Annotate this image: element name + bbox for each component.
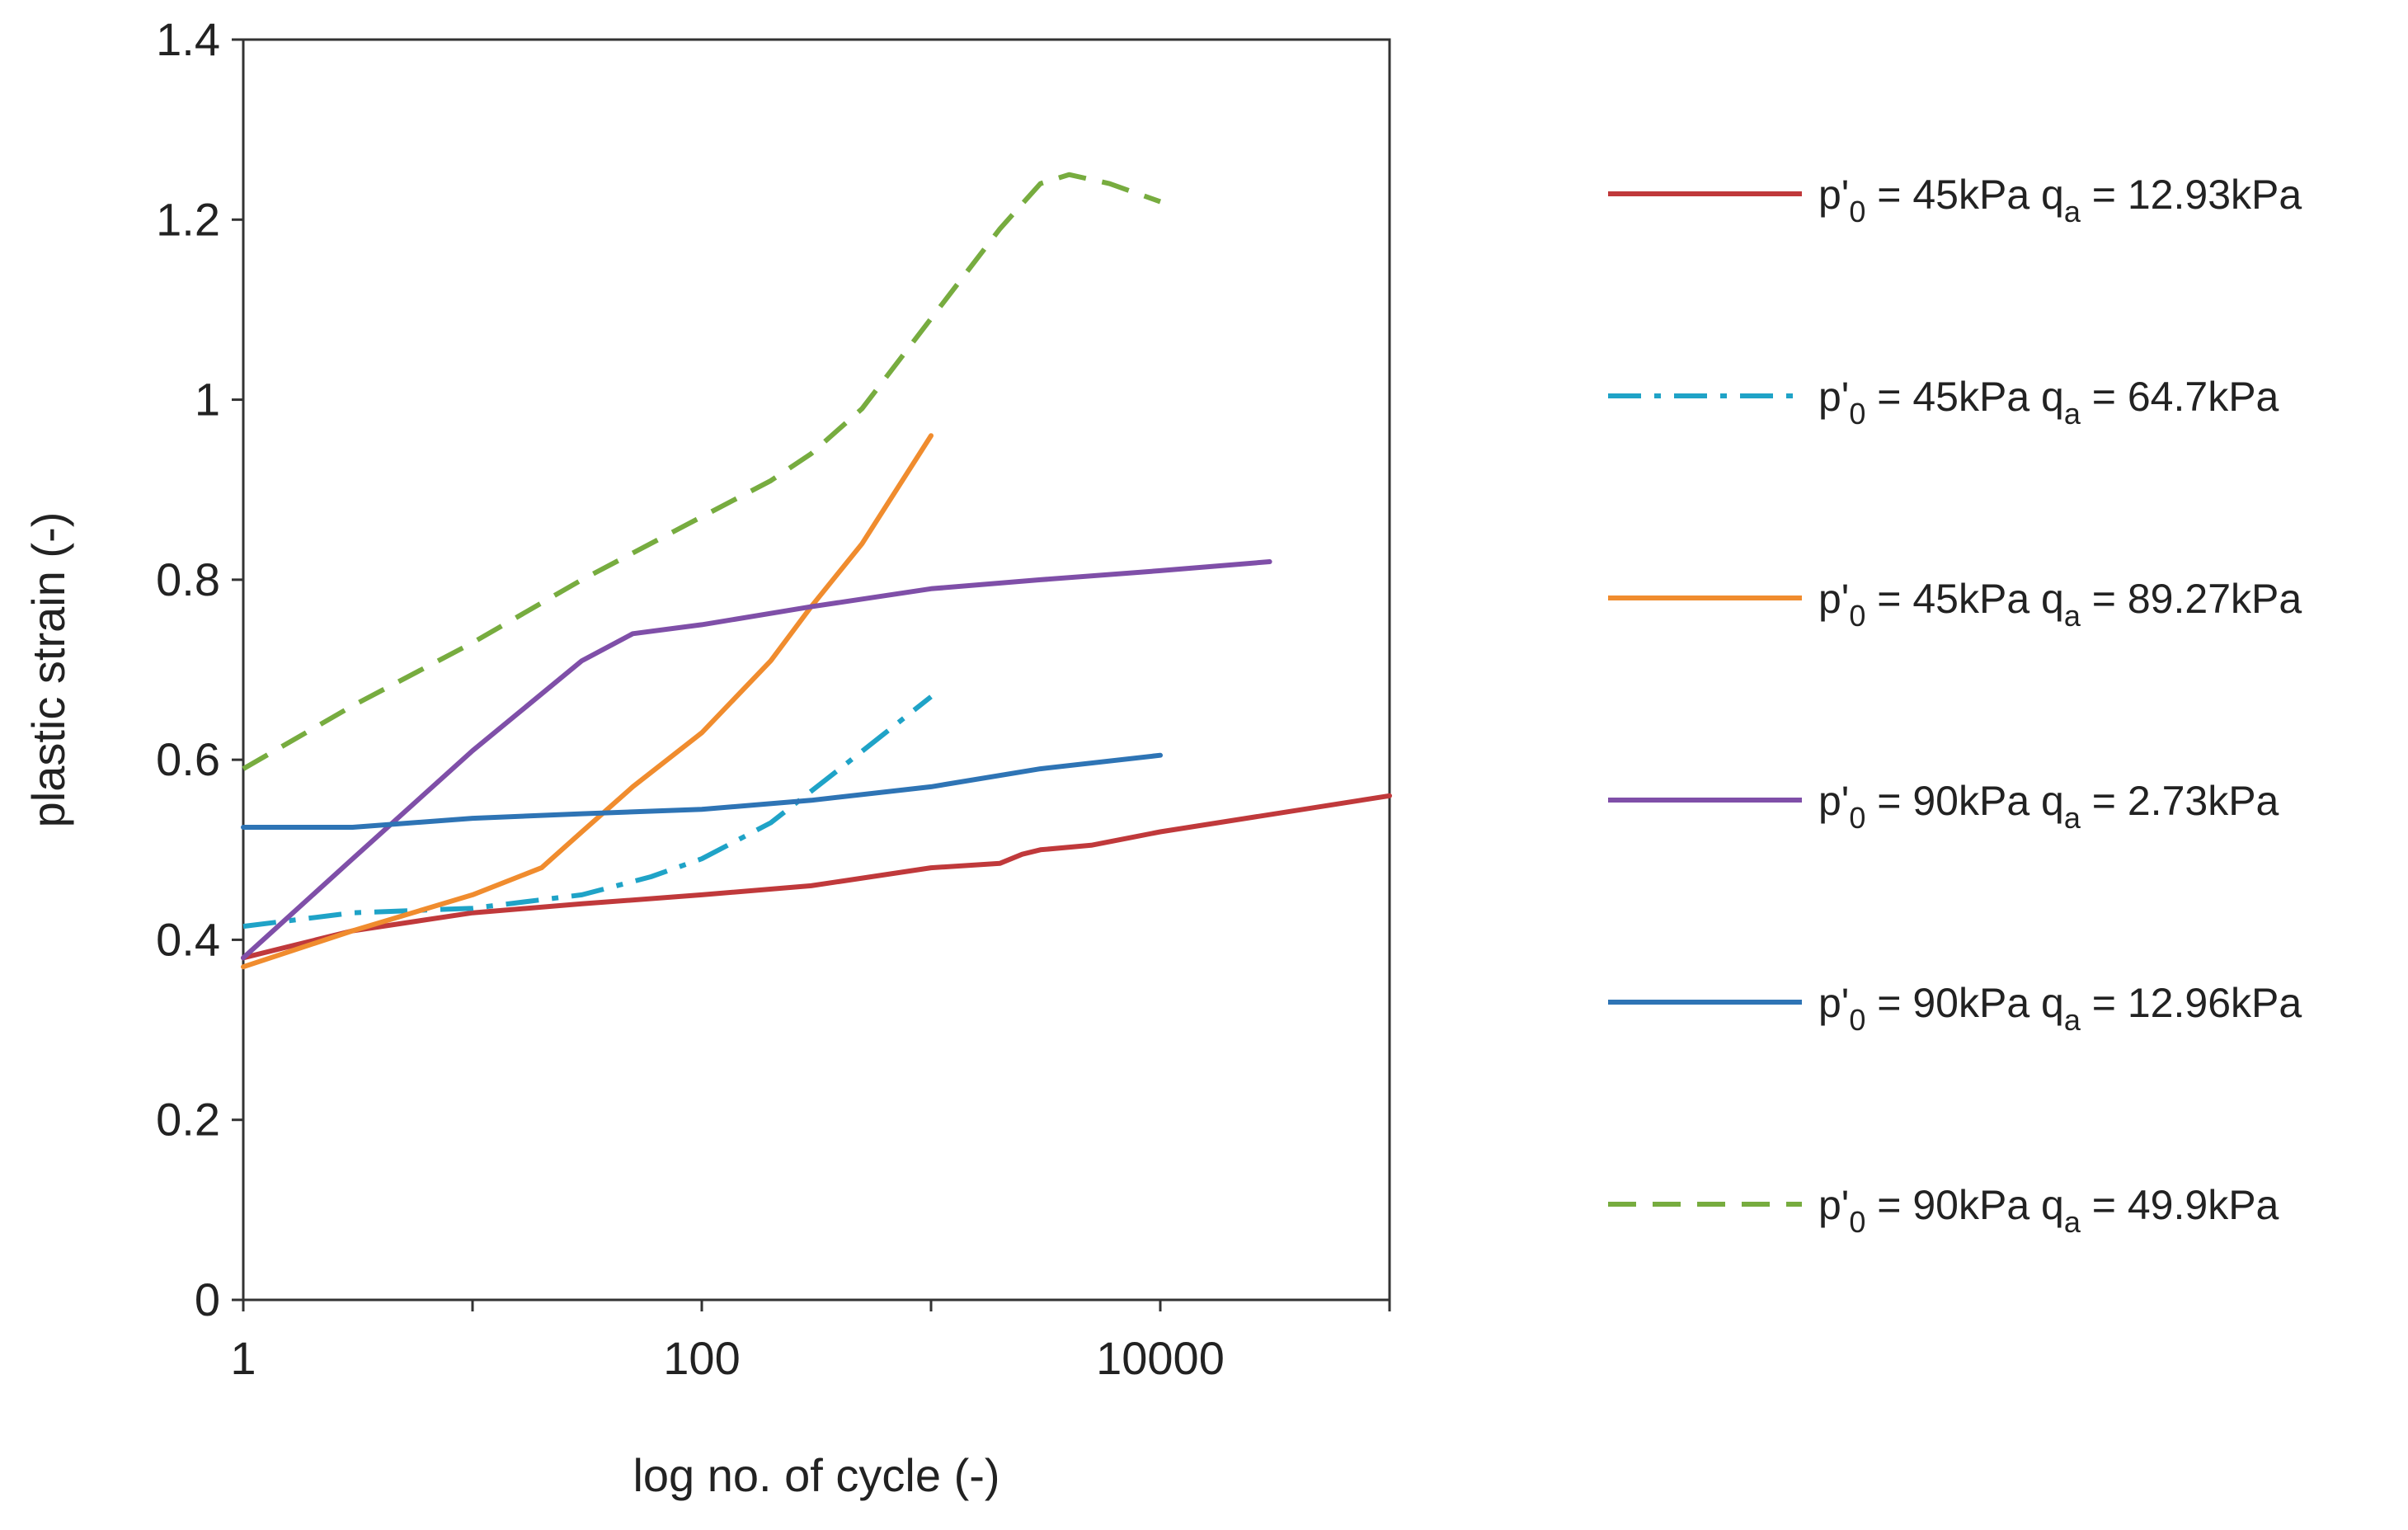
y-tick-label: 0.6 bbox=[156, 733, 220, 785]
x-axis-title: log no. of cycle (-) bbox=[633, 1449, 999, 1501]
y-tick-label: 1.4 bbox=[156, 13, 220, 65]
legend-text-part: p' bbox=[1818, 374, 1849, 420]
y-tick-label: 0 bbox=[195, 1273, 220, 1325]
legend-label: p'0 = 45kPa qa = 89.27kPa bbox=[1818, 576, 2302, 633]
legend-label: p'0 = 45kPa qa = 64.7kPa bbox=[1818, 374, 2279, 431]
legend-entry-5: p'0 = 90kPa qa = 12.96kPa bbox=[1608, 980, 2302, 1037]
legend-subscript: a bbox=[2064, 599, 2081, 633]
legend-entry-4: p'0 = 90kPa qa = 2.73kPa bbox=[1608, 778, 2279, 835]
y-axis-ticks: 0 0.2 0.4 0.6 0.8 1 1.2 1.4 bbox=[156, 13, 243, 1325]
legend-text-part: = 45kPa q bbox=[1865, 576, 2063, 622]
series-line-3 bbox=[241, 433, 934, 970]
legend-subscript: 0 bbox=[1849, 1205, 1865, 1239]
y-tick-label: 0.8 bbox=[156, 553, 220, 605]
legend-text-part: = 45kPa q bbox=[1865, 374, 2063, 420]
legend-entry-3: p'0 = 45kPa qa = 89.27kPa bbox=[1608, 576, 2302, 633]
legend-subscript: a bbox=[2064, 801, 2081, 835]
x-axis-ticks: 1 100 10000 bbox=[230, 1300, 1391, 1384]
x-tick-label: 1 bbox=[230, 1332, 256, 1384]
legend-text-part: = 90kPa q bbox=[1865, 778, 2063, 824]
legend-text-part: = 90kPa q bbox=[1865, 980, 2063, 1026]
legend-text-part: p' bbox=[1818, 1182, 1849, 1228]
series-line-6 bbox=[242, 172, 1162, 771]
legend-subscript: a bbox=[2064, 1205, 2081, 1239]
legend-text-part: p' bbox=[1818, 172, 1849, 218]
y-tick-label: 0.2 bbox=[156, 1094, 220, 1146]
legend-subscript: 0 bbox=[1849, 1003, 1865, 1037]
series-line-5 bbox=[241, 752, 1163, 830]
series-line-4 bbox=[241, 559, 1272, 961]
legend-label: p'0 = 90kPa qa = 12.96kPa bbox=[1818, 980, 2302, 1037]
legend-subscript: 0 bbox=[1849, 599, 1865, 633]
legend-entry-2: p'0 = 45kPa qa = 64.7kPa bbox=[1608, 374, 2279, 431]
legend-entry-6: p'0 = 90kPa qa = 49.9kPa bbox=[1608, 1182, 2279, 1239]
series-line-2 bbox=[242, 694, 933, 930]
legend-text-part: = 89.27kPa bbox=[2081, 576, 2302, 622]
legend-subscript: 0 bbox=[1849, 801, 1865, 835]
legend-subscript: 0 bbox=[1849, 195, 1865, 228]
series-lines bbox=[241, 172, 1392, 970]
x-tick-label: 100 bbox=[663, 1332, 740, 1384]
legend-text-part: = 64.7kPa bbox=[2081, 374, 2279, 420]
x-tick-label: 10000 bbox=[1096, 1332, 1225, 1384]
legend-label: p'0 = 45kPa qa = 12.93kPa bbox=[1818, 172, 2302, 228]
legend-entry-1: p'0 = 45kPa qa = 12.93kPa bbox=[1608, 172, 2302, 228]
series-line-1 bbox=[241, 793, 1392, 961]
legend-text-part: = 90kPa q bbox=[1865, 1182, 2063, 1228]
legend-subscript: a bbox=[2064, 195, 2081, 228]
legend-text-part: = 2.73kPa bbox=[2081, 778, 2279, 824]
legend-text-part: = 45kPa q bbox=[1865, 172, 2063, 218]
y-tick-label: 1 bbox=[195, 374, 220, 426]
y-axis-title: plastic strain (-) bbox=[22, 512, 74, 828]
legend-label: p'0 = 90kPa qa = 49.9kPa bbox=[1818, 1182, 2279, 1239]
y-tick-label: 1.2 bbox=[156, 193, 220, 245]
legend-text-part: p' bbox=[1818, 576, 1849, 622]
legend-text-part: p' bbox=[1818, 980, 1849, 1026]
legend-label: p'0 = 90kPa qa = 2.73kPa bbox=[1818, 778, 2279, 835]
y-tick-label: 0.4 bbox=[156, 913, 220, 965]
legend-subscript: a bbox=[2064, 397, 2081, 431]
legend-subscript: a bbox=[2064, 1003, 2081, 1037]
legend-text-part: = 49.9kPa bbox=[2081, 1182, 2279, 1228]
plot-area-frame bbox=[242, 38, 1391, 1302]
legend-text-part: = 12.93kPa bbox=[2081, 172, 2302, 218]
legend-text-part: p' bbox=[1818, 778, 1849, 824]
legend-subscript: 0 bbox=[1849, 397, 1865, 431]
legend-text-part: = 12.96kPa bbox=[2081, 980, 2302, 1026]
